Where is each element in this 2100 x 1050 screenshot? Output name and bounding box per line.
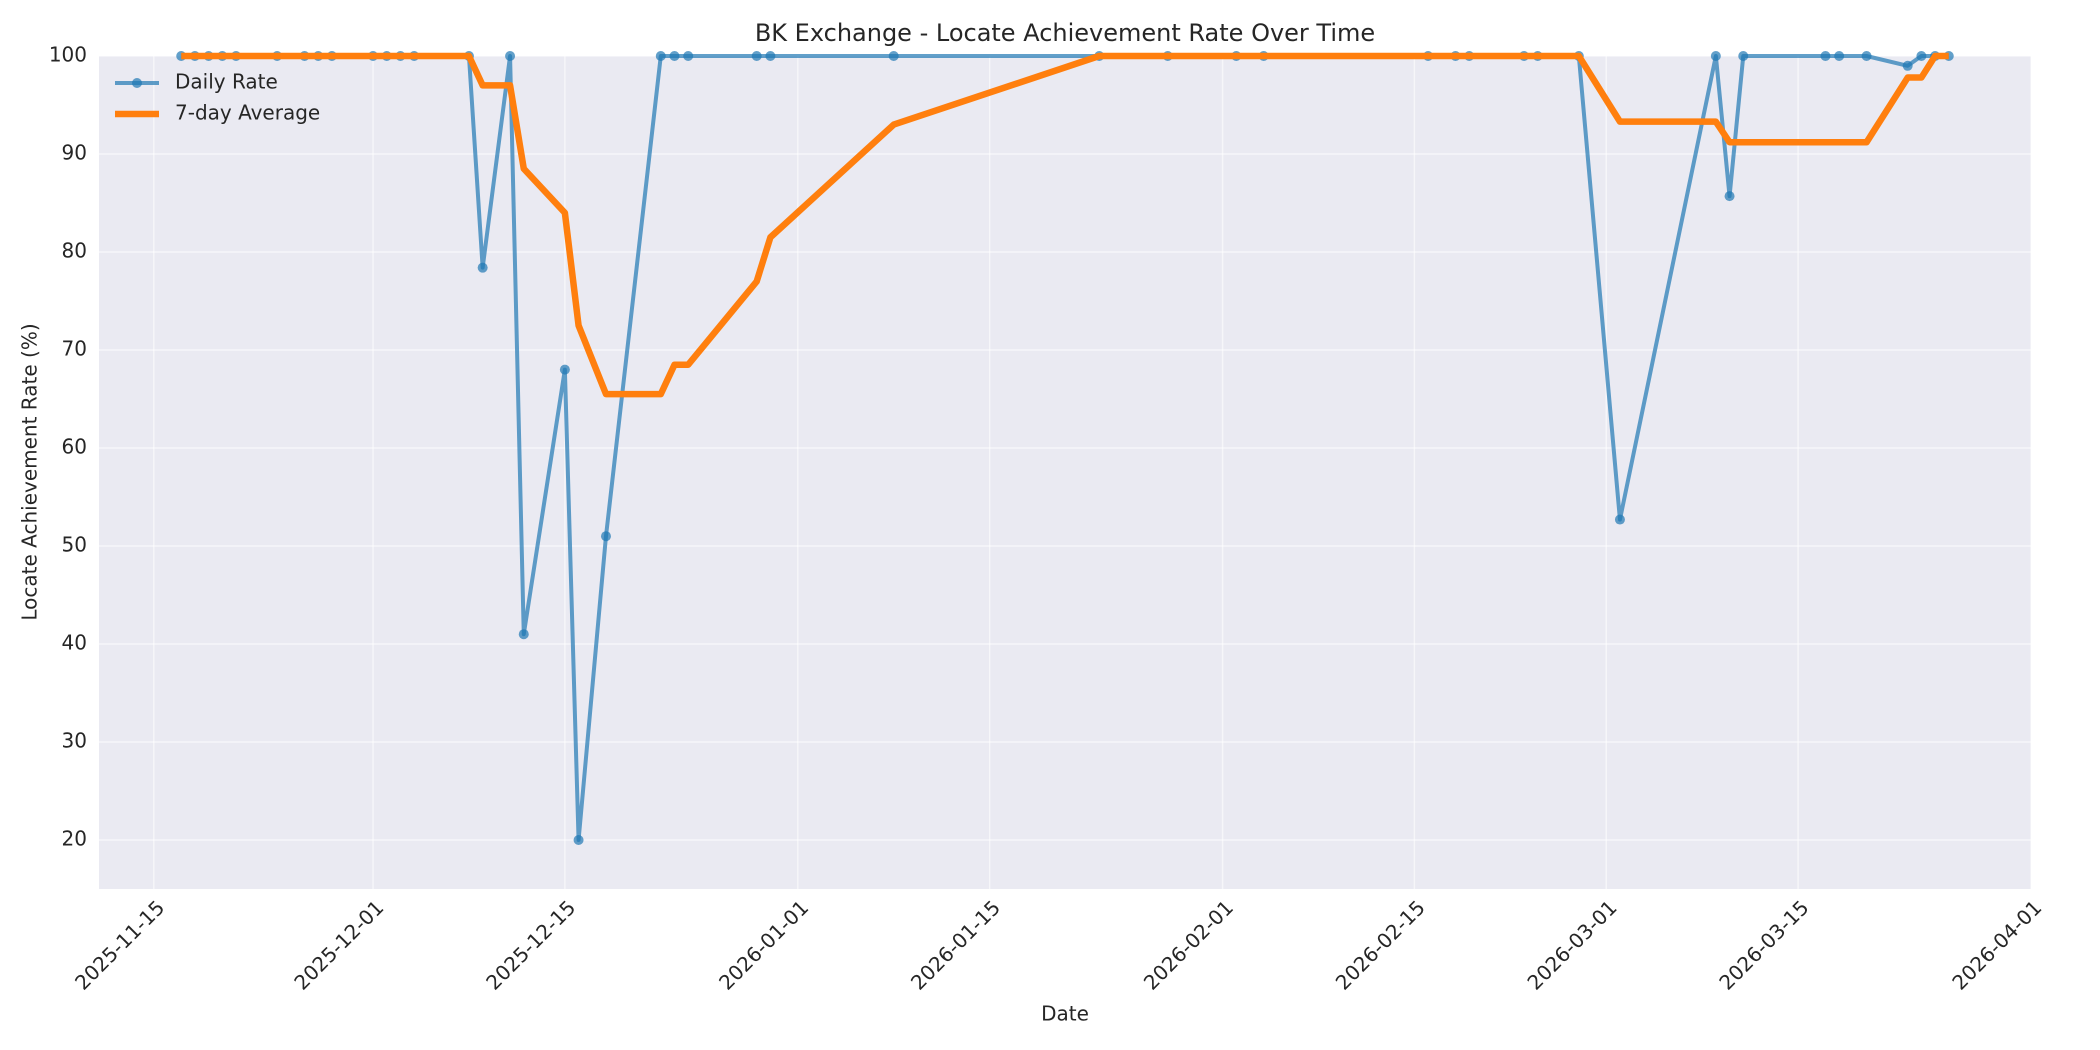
data-point [477, 262, 488, 273]
y-axis-label: Locate Achievement Rate (%) [18, 323, 42, 620]
plot-area [99, 56, 2031, 889]
y-tick-label: 100 [49, 43, 87, 67]
x-tick-label: 2025-12-01 [289, 895, 388, 994]
y-tick-label: 20 [62, 827, 87, 851]
y-tick-label: 50 [62, 533, 87, 557]
x-tick-label: 2025-11-15 [70, 895, 169, 994]
y-tick-label: 40 [62, 631, 87, 655]
data-point [1820, 51, 1831, 61]
data-point [669, 51, 680, 61]
x-tick-label: 2026-03-15 [1714, 895, 1813, 994]
series-layer [176, 51, 1954, 845]
legend-label: 7-day Average [175, 101, 320, 125]
data-point [683, 51, 694, 61]
data-point [1738, 51, 1749, 61]
x-tick-label: 2026-03-01 [1522, 895, 1621, 994]
legend-label: Daily Rate [175, 70, 278, 94]
data-point [559, 364, 570, 375]
x-tick-label: 2026-01-15 [906, 895, 1005, 994]
y-tick-label: 60 [62, 435, 87, 459]
data-point [1916, 51, 1927, 61]
x-tick-label: 2025-12-15 [481, 895, 580, 994]
data-point [751, 51, 762, 61]
chart-title: BK Exchange - Locate Achievement Rate Ov… [755, 19, 1375, 47]
y-tick-label: 80 [62, 239, 87, 263]
data-point [573, 835, 584, 845]
data-point [600, 531, 611, 542]
y-tick-label: 90 [62, 141, 87, 165]
data-point [1834, 51, 1845, 61]
data-point [655, 51, 666, 61]
data-point [1710, 51, 1721, 61]
grid [99, 55, 2032, 889]
y-tick-label: 30 [62, 729, 87, 753]
data-point [518, 629, 529, 640]
x-axis-label: Date [1041, 1002, 1089, 1026]
data-point [1614, 514, 1625, 525]
data-point [888, 51, 899, 61]
series-line [181, 52, 1949, 398]
data-point [1902, 60, 1913, 71]
data-point [1724, 191, 1735, 202]
x-tick-label: 2026-04-01 [1947, 895, 2046, 994]
x-tick-label: 2026-02-15 [1331, 895, 1430, 994]
data-point [1861, 51, 1872, 61]
legend-marker [132, 78, 142, 88]
y-tick-label: 70 [62, 337, 87, 361]
legend: Daily Rate 7-day Average [115, 70, 320, 125]
data-point [505, 51, 516, 61]
x-tick-label: 2026-02-01 [1139, 895, 1238, 994]
x-tick-label: 2026-01-01 [714, 895, 813, 994]
data-point [765, 51, 776, 61]
